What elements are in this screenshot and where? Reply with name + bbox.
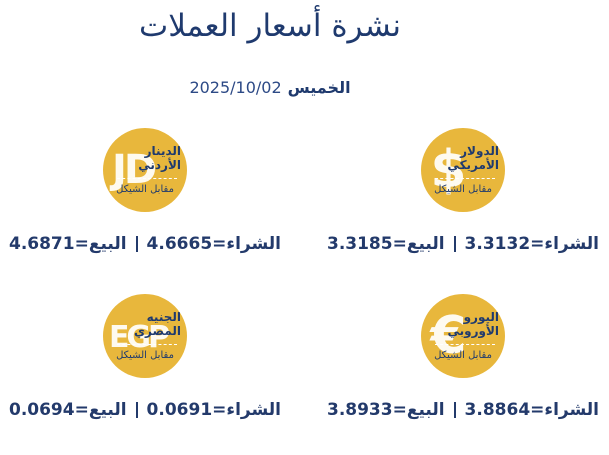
weekday: الخميس: [287, 78, 351, 97]
buy-value: 4.6665: [146, 234, 213, 254]
divider: [117, 178, 177, 179]
sell-label: البيع=: [392, 400, 445, 420]
separator: [135, 402, 138, 418]
currency-subtitle: مقابل الشيكل: [434, 184, 492, 195]
currency-name-line: الدينار: [144, 144, 181, 158]
currency-name-line: اليورو: [463, 310, 499, 324]
currency-name-line: الأمريكي: [447, 158, 499, 172]
rate-line: الشراء= 4.6665 البيع= 4.6871: [0, 234, 290, 254]
sell-value: 3.8933: [326, 400, 393, 420]
currency-card: EGP الجنيه المصري مقابل الشيكل الشراء= 0.0691…: [0, 294, 290, 454]
currency-name-line: الدولار: [460, 144, 499, 158]
currency-icon: EGP الجنيه المصري مقابل الشيكل: [103, 294, 187, 378]
buy-value: 3.8864: [464, 400, 531, 420]
sell-label: البيع=: [392, 234, 445, 254]
buy-value: 3.3132: [464, 234, 531, 254]
currency-icon: € اليورو الأوروبي مقابل الشيكل: [421, 294, 505, 378]
divider: [435, 178, 495, 179]
sell-value: 4.6871: [8, 234, 75, 254]
buy-value: 0.0691: [146, 400, 213, 420]
rate-line: الشراء= 3.3132 البيع= 3.3185: [318, 234, 608, 254]
currency-symbol: €: [430, 306, 466, 366]
currency-subtitle: مقابل الشيكل: [434, 350, 492, 361]
buy-label: الشراء=: [212, 234, 282, 254]
separator: [135, 236, 138, 252]
currency-subtitle: مقابل الشيكل: [116, 350, 174, 361]
rate-line: الشراء= 3.8864 البيع= 3.8933: [318, 400, 608, 420]
title: نشرة أسعار العملات: [139, 8, 401, 44]
currency-name-line: المصري: [134, 324, 181, 338]
sell-label: البيع=: [74, 400, 127, 420]
rate-line: الشراء= 0.0691 البيع= 0.0694: [0, 400, 290, 420]
currency-card: € اليورو الأوروبي مقابل الشيكل الشراء= 3.8864…: [318, 294, 608, 454]
sell-value: 0.0694: [8, 400, 75, 420]
currency-symbol: EGP: [108, 320, 170, 355]
currency-name-line: الأردني: [138, 158, 181, 172]
date-line: الخميس 2025/10/02: [120, 78, 420, 97]
buy-label: الشراء=: [530, 400, 600, 420]
buy-label: الشراء=: [530, 234, 600, 254]
sell-label: البيع=: [74, 234, 127, 254]
currency-subtitle: مقابل الشيكل: [116, 184, 174, 195]
separator: [453, 402, 456, 418]
currency-name-line: الجنيه: [146, 310, 181, 324]
currency-symbol: $: [430, 140, 466, 200]
currency-name: اليورو الأوروبي: [447, 310, 499, 338]
divider: [117, 344, 177, 345]
currency-name: الجنيه المصري: [134, 310, 181, 338]
currency-card: JD الدينار الأردني مقابل الشيكل الشراء= 4.666…: [0, 128, 290, 288]
currency-icon: $ الدولار الأمريكي مقابل الشيكل: [421, 128, 505, 212]
currency-icon: JD الدينار الأردني مقابل الشيكل: [103, 128, 187, 212]
currency-name: الدينار الأردني: [138, 144, 181, 172]
sell-value: 3.3185: [326, 234, 393, 254]
separator: [453, 236, 456, 252]
currency-name: الدولار الأمريكي: [447, 144, 499, 172]
currency-symbol: JD: [111, 147, 157, 193]
date: 2025/10/02: [189, 78, 282, 97]
buy-label: الشراء=: [212, 400, 282, 420]
divider: [435, 344, 495, 345]
currency-card: $ الدولار الأمريكي مقابل الشيكل الشراء= 3.313…: [318, 128, 608, 288]
currency-name-line: الأوروبي: [447, 324, 499, 338]
